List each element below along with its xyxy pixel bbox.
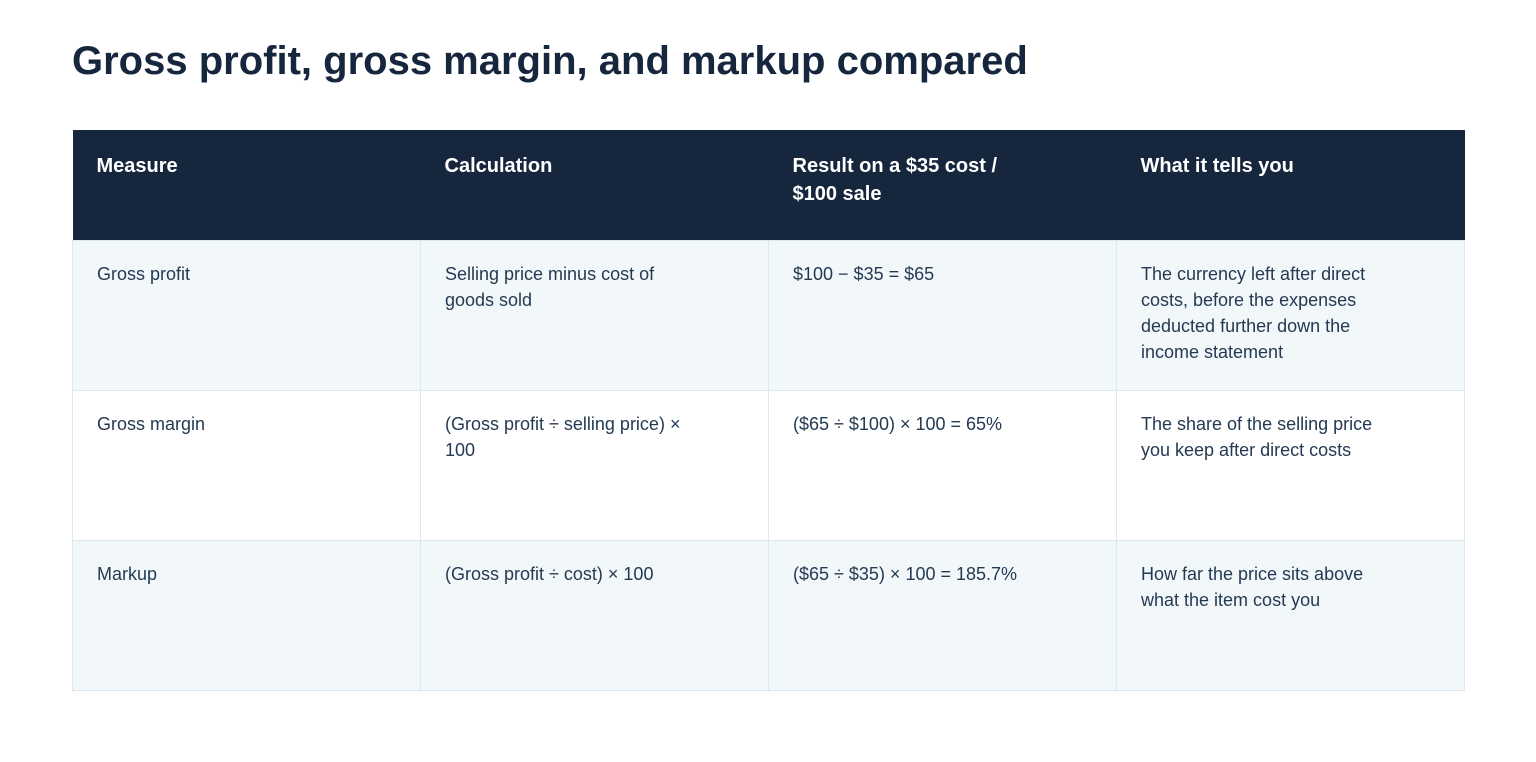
cell-calculation: (Gross profit ÷ selling price) × 100 — [420, 389, 769, 541]
cell-meaning-text: How far the price sits above what the it… — [1141, 563, 1364, 610]
header-meaning-label: What it tells you — [1140, 155, 1294, 177]
cell-calculation: Selling price minus cost of goods sold — [420, 239, 769, 391]
cell-measure: Markup — [72, 539, 421, 691]
cell-result-text: ($65 ÷ $100) × 100 = 65% — [793, 413, 1003, 434]
header-result: Result on a $35 cost / $100 sale — [769, 130, 1117, 240]
comparison-table: Measure Calculation Result on a $35 cost… — [72, 130, 1465, 691]
cell-calculation-text: Selling price minus cost of goods sold — [445, 263, 655, 310]
cell-meaning: The currency left after direct costs, be… — [1116, 239, 1465, 391]
cell-calculation: (Gross profit ÷ cost) × 100 — [420, 539, 769, 691]
table-header: Measure Calculation Result on a $35 cost… — [72, 130, 1465, 240]
cell-result: $100 − $35 = $65 — [768, 239, 1117, 391]
table-row: Gross margin (Gross profit ÷ selling pri… — [72, 389, 1465, 541]
header-result-label: Result on a $35 cost / $100 sale — [792, 155, 998, 205]
cell-measure: Gross profit — [72, 239, 421, 391]
header-measure: Measure — [73, 130, 421, 240]
page-title: Gross profit, gross margin, and markup c… — [72, 39, 1028, 83]
header-meaning: What it tells you — [1117, 130, 1465, 240]
cell-calculation-text: (Gross profit ÷ selling price) × 100 — [445, 413, 681, 460]
cell-calculation-text: (Gross profit ÷ cost) × 100 — [445, 563, 654, 584]
header-calculation-label: Calculation — [444, 155, 553, 177]
cell-result: ($65 ÷ $35) × 100 = 185.7% — [768, 539, 1117, 691]
cell-meaning: How far the price sits above what the it… — [1116, 539, 1465, 691]
header-row: Measure Calculation Result on a $35 cost… — [72, 130, 1465, 240]
table-body: Gross profit Selling price minus cost of… — [72, 239, 1465, 691]
cell-measure: Gross margin — [72, 389, 421, 541]
table-row: Gross profit Selling price minus cost of… — [72, 239, 1465, 391]
cell-result: ($65 ÷ $100) × 100 = 65% — [768, 389, 1117, 541]
header-calculation: Calculation — [421, 130, 769, 240]
cell-measure-text: Gross margin — [97, 413, 206, 434]
cell-result-text: $100 − $35 = $65 — [793, 263, 935, 284]
cell-measure-text: Gross profit — [97, 263, 191, 284]
cell-measure-text: Markup — [97, 563, 158, 584]
cell-result-text: ($65 ÷ $35) × 100 = 185.7% — [793, 563, 1018, 584]
cell-meaning-text: The currency left after direct costs, be… — [1141, 263, 1366, 362]
cell-meaning: The share of the selling price you keep … — [1116, 389, 1465, 541]
cell-meaning-text: The share of the selling price you keep … — [1141, 413, 1373, 460]
header-measure-label: Measure — [96, 155, 178, 177]
table-row: Markup (Gross profit ÷ cost) × 100 ($65 … — [72, 539, 1465, 691]
